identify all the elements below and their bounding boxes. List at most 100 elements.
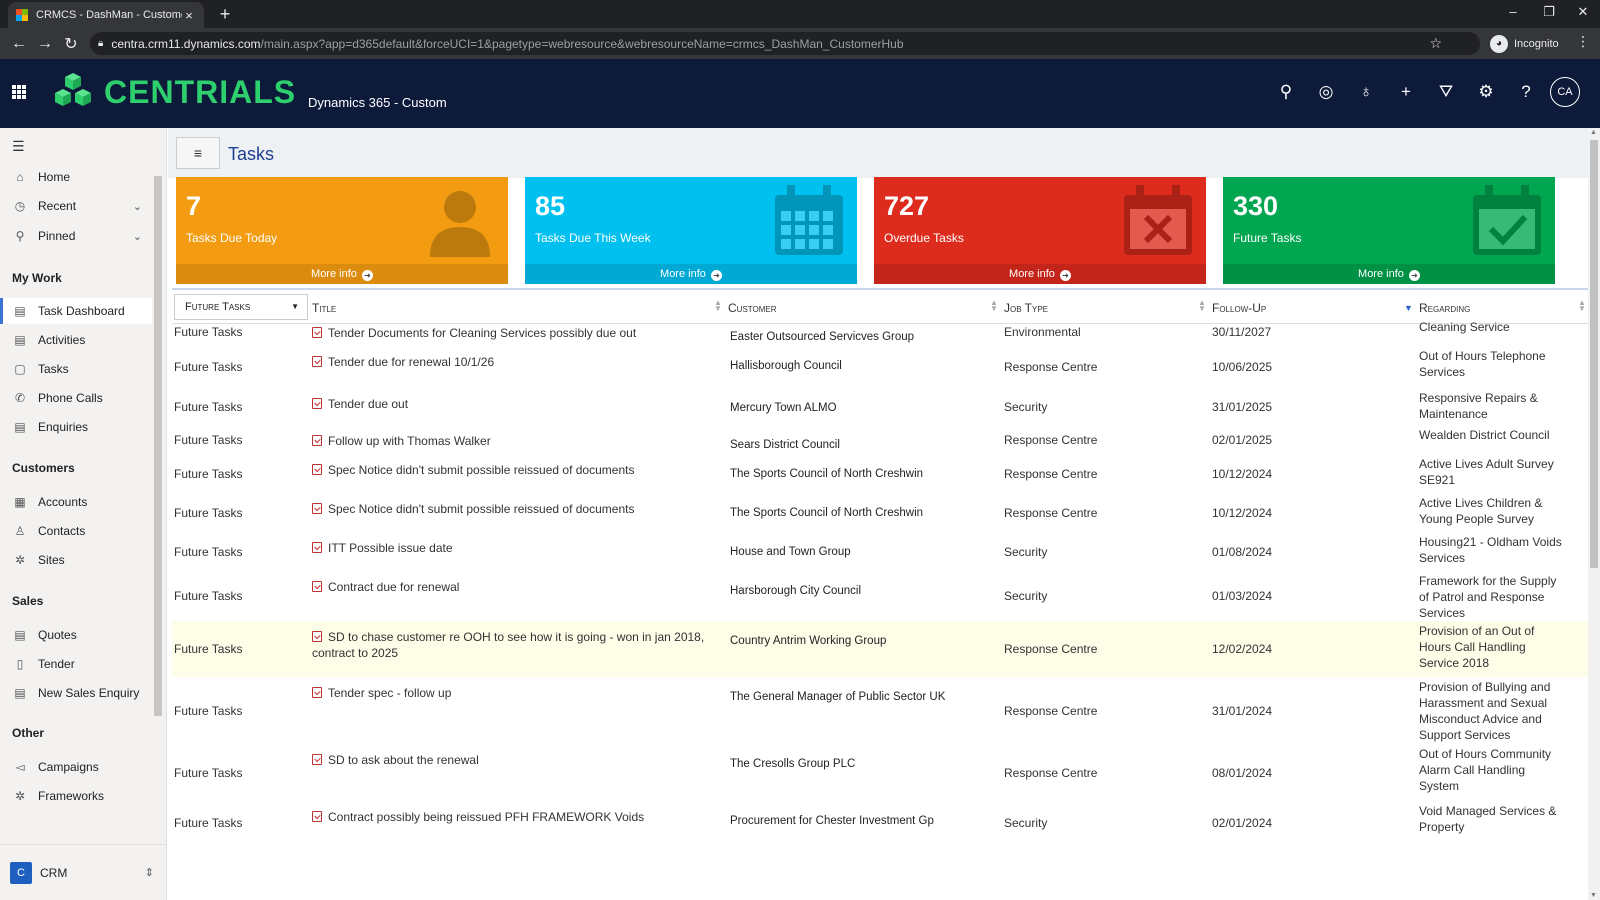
sort-descending-icon[interactable]: ▼ [1404,303,1413,313]
sidebar-item-campaigns[interactable]: ◅ Campaigns [0,754,152,780]
row-regarding[interactable]: Void Managed Services & Property [1419,804,1557,834]
table-row[interactable]: Future Tasks Tender due out Mercury Town A… [172,388,1588,425]
row-customer[interactable]: The Cresolls Group PLC [730,758,856,770]
scroll-down-icon[interactable]: ▼ [1590,892,1597,899]
table-row[interactable]: Future Tasks SD to chase customer re OOH … [172,621,1588,677]
sidebar-toggle-icon[interactable]: ☰ [12,138,25,154]
row-customer[interactable]: Country Antrim Working Group [730,635,887,647]
column-header-follow-up[interactable]: Follow-Up [1212,301,1267,315]
forward-icon[interactable]: → [37,34,53,52]
row-title[interactable]: Tender Documents for Cleaning Services p… [312,325,712,341]
sidebar-item-sites[interactable]: ✲ Sites [0,547,152,573]
table-row[interactable]: Future Tasks SD to ask about the renewal T… [172,744,1588,801]
table-row[interactable]: Future Tasks Follow up with Thomas Walker… [172,425,1588,454]
column-header-title[interactable]: Title [312,301,337,315]
table-row[interactable]: Future Tasks ITT Possible issue date House… [172,532,1588,571]
menu-button[interactable]: ≡ [176,137,220,169]
minimize-window-icon[interactable]: – [1509,4,1517,19]
tile-future-tasks[interactable]: 330 Future Tasks More info ➜ [1223,177,1555,284]
page-scrollbar[interactable]: ▲ ▼ [1588,128,1600,900]
gear-icon[interactable]: ⚙ [1478,82,1494,101]
more-info-link[interactable]: More info ➜ [874,264,1206,284]
row-regarding[interactable]: Active Lives Adult Survey SE921 [1419,457,1554,487]
row-title[interactable]: Contract possibly being reissued PFH FRA… [312,809,712,825]
reload-icon[interactable]: ↻ [64,35,78,53]
sort-icon[interactable]: ▲ ▼ [1198,298,1206,313]
sidebar-item-accounts[interactable]: ▦ Accounts [0,489,152,515]
sidebar-item-pinned[interactable]: ⚲ Pinned ⌄ [0,223,152,249]
tile-overdue-tasks[interactable]: 727 Overdue Tasks More info ➜ [874,177,1206,284]
sort-icon[interactable]: ▲ ▼ [990,298,998,313]
sidebar-item-quotes[interactable]: ▤ Quotes [0,622,152,648]
task-check-icon[interactable]: ◎ [1318,82,1334,101]
page-scroll-thumb[interactable] [1590,140,1598,568]
plus-icon[interactable]: + [1401,82,1411,101]
row-title[interactable]: Spec Notice didn't submit possible reiss… [312,462,712,478]
row-regarding[interactable]: Provision of an Out of Hours Call Handli… [1419,624,1535,670]
table-row[interactable]: Future Tasks Tender Documents for Cleanin… [172,317,1588,346]
close-window-icon[interactable]: ✕ [1577,4,1589,19]
row-regarding[interactable]: Housing21 - Oldham Voids Services [1419,535,1562,565]
row-title[interactable]: Follow up with Thomas Walker [312,433,712,449]
column-header-job-type[interactable]: Job Type [1004,301,1049,315]
new-tab-button[interactable]: + [219,4,231,24]
row-regarding[interactable]: Cleaning Service [1419,320,1510,334]
row-customer[interactable]: Mercury Town ALMO [730,402,837,414]
row-customer[interactable]: Procurement for Chester Investment Gp [730,815,934,827]
row-title[interactable]: Tender due for renewal 10/1/26 [312,354,712,370]
table-row[interactable]: Future Tasks Contract possibly being reis… [172,801,1588,845]
incognito-indicator[interactable]: ◕ Incognito [1490,32,1559,55]
app-name[interactable]: Dynamics 365 - Custom [308,95,447,110]
sidebar-item-tender[interactable]: ▯ Tender [0,651,152,677]
table-row[interactable]: Future Tasks Spec Notice didn't submit po… [172,493,1588,532]
table-row[interactable]: Future Tasks Tender due for renewal 10/1/… [172,346,1588,388]
row-regarding[interactable]: Wealden District Council [1419,428,1550,442]
browser-tab[interactable]: CRMCS - DashMan - Customer H × [8,2,204,28]
sidebar-item-contacts[interactable]: ♙ Contacts [0,518,152,544]
view-selector[interactable]: Future Tasks ▼ [174,294,308,320]
table-row[interactable]: Future Tasks Tender spec - follow up The G… [172,677,1588,744]
sidebar-item-tasks[interactable]: ▢ Tasks [0,356,152,382]
sidebar-item-task-dashboard[interactable]: ▤ Task Dashboard [0,298,152,324]
sort-icon[interactable]: ▲ ▼ [714,298,722,313]
chevron-down-icon[interactable]: ⌄ [132,200,142,213]
sidebar-item-frameworks[interactable]: ✲ Frameworks [0,783,152,809]
back-icon[interactable]: ← [11,34,27,52]
sidebar-item-activities[interactable]: ▤ Activities [0,327,152,353]
sidebar-scroll-thumb[interactable] [154,176,162,716]
address-bar[interactable]: 🔒︎ centra.crm11.dynamics.com/main.aspx?a… [90,32,1480,55]
help-icon[interactable]: ? [1521,82,1531,101]
row-title[interactable]: Tender due out [312,396,712,412]
row-regarding[interactable]: Framework for the Supply of Patrol and R… [1419,574,1557,620]
table-row[interactable]: Future Tasks Contract due for renewal Hars… [172,571,1588,621]
sidebar-scrollbar[interactable] [153,176,163,844]
row-customer[interactable]: Hallisborough Council [730,360,842,372]
row-customer[interactable]: House and Town Group [730,546,851,558]
sidebar-item-recent[interactable]: ◷ Recent ⌄ [0,193,152,219]
scroll-up-icon[interactable]: ▲ [1590,129,1597,136]
sidebar-item-home[interactable]: ⌂ Home [0,164,152,190]
row-title[interactable]: Contract due for renewal [312,579,712,595]
row-title[interactable]: Spec Notice didn't submit possible reiss… [312,501,712,517]
row-customer[interactable]: The Sports Council of North Creshwin [730,507,924,519]
row-title[interactable]: Tender spec - follow up [312,685,712,701]
app-launcher-icon[interactable] [12,85,26,99]
row-customer[interactable]: Easter Outsourced Servicves Group [730,331,915,343]
bookmark-star-icon[interactable]: ☆ [1429,35,1442,51]
column-header-regarding[interactable]: Regarding [1419,301,1471,315]
more-info-link[interactable]: More info ➜ [176,264,508,284]
user-avatar[interactable]: CA [1550,77,1580,107]
row-regarding[interactable]: Provision of Bullying and Harassment and… [1419,680,1551,742]
sidebar-item-enquiries[interactable]: ▤ Enquiries [0,414,152,440]
row-customer[interactable]: Sears District Council [730,439,840,451]
column-header-customer[interactable]: Customer [728,301,777,315]
area-switcher[interactable]: C CRM ⇕ [0,844,166,900]
filter-icon[interactable]: ⛛ [1438,82,1454,101]
tab-close-icon[interactable]: × [185,7,193,23]
sidebar-item-phone-calls[interactable]: ✆ Phone Calls [0,385,152,411]
row-regarding[interactable]: Active Lives Children & Young People Sur… [1419,496,1543,526]
row-title[interactable]: ITT Possible issue date [312,540,712,556]
more-info-link[interactable]: More info ➜ [525,264,857,284]
row-title[interactable]: SD to chase customer re OOH to see how i… [312,629,712,661]
row-customer[interactable]: The Sports Council of North Creshwin [730,468,924,480]
